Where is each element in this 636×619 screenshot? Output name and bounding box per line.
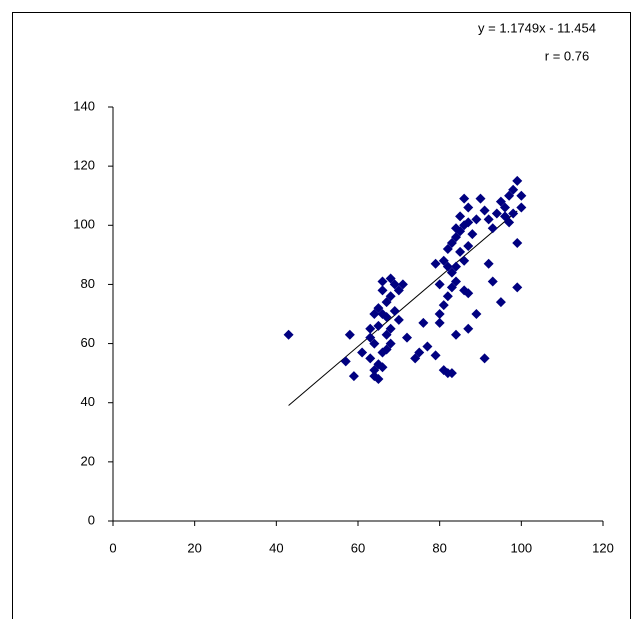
point — [516, 202, 527, 213]
point — [348, 371, 359, 382]
point — [365, 332, 376, 343]
y-tick-label: 20 — [81, 453, 95, 468]
x-tick-label: 40 — [269, 540, 283, 555]
point — [373, 374, 384, 385]
point — [463, 217, 474, 228]
point — [516, 190, 527, 201]
y-tick-label: 40 — [81, 394, 95, 409]
point — [377, 276, 388, 287]
point — [487, 223, 498, 234]
y-tick-label: 80 — [81, 276, 95, 291]
point — [365, 323, 376, 334]
point — [438, 300, 449, 311]
point — [459, 255, 470, 266]
point — [500, 202, 510, 213]
point — [483, 258, 494, 269]
y-tick-label: 60 — [81, 335, 95, 350]
point — [455, 211, 466, 222]
point — [430, 258, 441, 269]
point — [340, 356, 351, 367]
point — [471, 214, 482, 225]
y-tick-label: 0 — [88, 512, 95, 527]
point — [455, 246, 466, 257]
point — [283, 329, 294, 340]
point — [459, 193, 470, 204]
point — [446, 368, 457, 379]
point — [344, 329, 355, 340]
point — [512, 282, 523, 293]
point — [385, 323, 396, 334]
point — [434, 309, 445, 319]
point — [369, 309, 380, 319]
equation-label: y = 1.1749x - 11.454 — [478, 20, 596, 35]
point — [463, 323, 474, 334]
r-label: r = 0.76 — [545, 48, 589, 63]
point — [377, 362, 388, 373]
point — [463, 240, 474, 251]
point — [512, 175, 523, 186]
point — [414, 347, 425, 358]
trendline — [288, 210, 518, 406]
x-tick-label: 60 — [351, 540, 365, 555]
y-tick-label: 140 — [73, 98, 95, 113]
point — [471, 309, 482, 319]
point — [446, 282, 457, 293]
point — [381, 311, 392, 322]
point — [451, 223, 461, 234]
point — [357, 347, 368, 358]
point — [418, 317, 429, 328]
point — [463, 202, 474, 213]
x-tick-label: 0 — [109, 540, 116, 555]
point — [483, 214, 494, 225]
point — [389, 279, 400, 290]
point — [512, 238, 523, 249]
point — [463, 288, 474, 299]
point — [451, 329, 461, 340]
point — [479, 353, 490, 364]
point — [434, 279, 445, 290]
y-tick-label: 100 — [73, 217, 95, 232]
point — [495, 297, 506, 308]
x-tick-label: 80 — [432, 540, 446, 555]
x-tick-label: 100 — [510, 540, 532, 555]
x-tick-label: 20 — [187, 540, 201, 555]
point — [487, 276, 498, 287]
point — [373, 320, 384, 331]
point — [442, 291, 453, 302]
point — [430, 350, 441, 361]
point — [381, 344, 392, 355]
point — [500, 211, 510, 222]
point — [434, 317, 445, 328]
point — [365, 353, 376, 364]
point — [402, 332, 412, 343]
point — [467, 229, 478, 240]
point — [442, 261, 453, 272]
chart-border — [12, 12, 631, 619]
point — [377, 285, 388, 296]
point — [508, 208, 519, 219]
point — [389, 306, 400, 317]
point — [475, 193, 486, 204]
point — [491, 208, 502, 219]
x-tick-label: 120 — [592, 540, 614, 555]
point — [393, 314, 404, 325]
y-tick-label: 120 — [73, 158, 95, 173]
point — [422, 341, 433, 352]
point — [508, 184, 519, 195]
point — [479, 205, 490, 216]
point — [385, 291, 396, 302]
point — [397, 279, 408, 290]
point — [451, 261, 461, 272]
